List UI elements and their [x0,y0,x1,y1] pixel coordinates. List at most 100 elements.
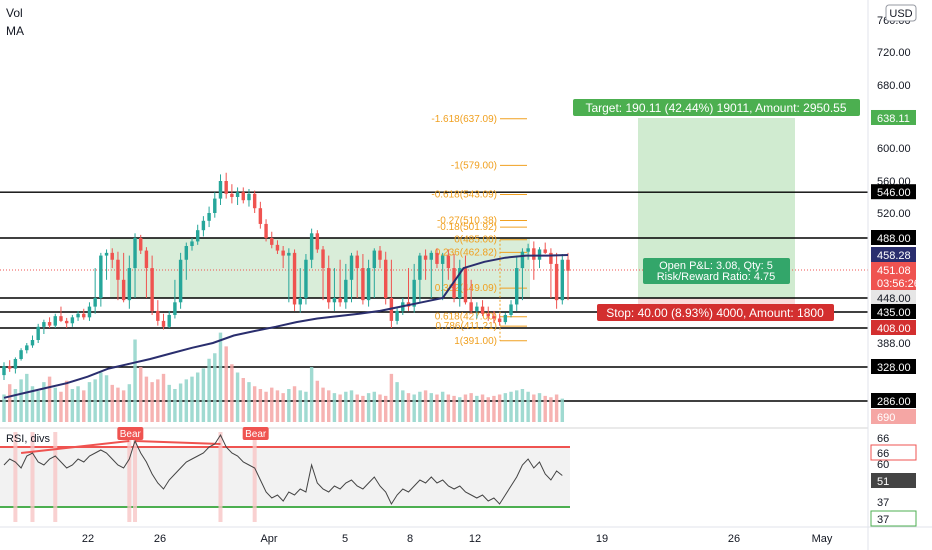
rsi-value-badge-box [871,473,916,488]
volume-bar [264,391,268,422]
candle-body [53,316,57,326]
volume-bar [161,373,166,422]
candle-body [167,314,171,327]
volume-bar [2,394,6,422]
volume-bar [70,389,75,422]
ma-legend[interactable]: MA [6,24,24,38]
candle-body [292,252,297,305]
volume-bar [224,346,228,422]
candle-body [509,304,513,315]
volume-bar [76,386,80,422]
volume-bar [475,395,479,422]
level-price-badge: 435.00 [871,304,916,319]
volume-bar [133,339,137,422]
candle-body [383,259,388,298]
candle-body [486,313,490,317]
volume-bar [270,387,274,422]
candle-body [418,255,422,280]
divergence-highlight [13,432,18,522]
entry-price-badge-box [871,290,916,305]
volume-bar [497,394,502,422]
volume-bar [492,395,496,422]
rsi-line [3,433,563,506]
volume-bar [64,380,69,422]
volume-bar [372,391,377,422]
loss-zone [638,298,795,305]
price-axis[interactable]: 760.00720.00680.00600.00560.00520.00388.… [867,0,932,550]
candle-body [537,249,542,260]
long-position-tool[interactable]: Target: 190.11 (42.44%) 19011, Amount: 2… [573,99,860,321]
fib-level-label: 0.786(411.21) [435,321,497,332]
candle-body [520,251,525,269]
divergence-highlight [30,432,35,522]
time-tick-label: 26 [154,533,166,545]
volume-bar [520,389,525,422]
candle-body [235,192,240,197]
candle-body [150,268,154,311]
divergence-highlight [218,432,223,522]
volume-bar [93,379,97,422]
volume-bars [2,332,565,422]
bear-marker: Bear [117,427,144,440]
time-tick-label: Apr [260,533,277,545]
candle-body [252,193,257,209]
price-tick-label: 520.00 [877,208,911,220]
candle-body [566,259,570,271]
candle-body [355,255,359,269]
candle-body [230,193,234,197]
candle-body [298,298,302,305]
volume-bar [13,389,18,422]
bear-label: Bear [245,429,267,440]
candle-body [173,302,177,315]
divergence-highlight [252,432,257,522]
candle-body [70,317,75,324]
volume-bar [423,390,428,422]
volume-bar [241,378,245,422]
countdown-badge-box [871,275,916,290]
candle-body [423,255,428,260]
volume-bar [110,384,114,422]
candle-body [30,340,35,346]
volume-bar [292,386,297,422]
volume-bar [82,390,86,422]
volume-bar [173,389,177,422]
target-box [573,99,860,116]
candle-body [156,310,160,321]
volume-legend[interactable]: Vol [6,6,23,20]
candle-body [469,302,473,311]
rsi-pane[interactable]: RSI, divs Bear Bear [0,427,932,522]
stop-price-badge: 408.00 [871,320,916,335]
candle-body [42,322,46,327]
candle-body [338,298,342,303]
volume-bar [230,364,234,422]
target-price-badge-text: 638.11 [877,113,910,125]
fib-level-label: -0.27(510.38) [437,216,497,227]
bear-badge [117,427,144,440]
volume-bar [378,394,382,422]
fib-level-label: -1.618(637.09) [431,114,497,125]
time-axis[interactable]: 22 26 Apr 5 8 12 19 26 May [0,526,932,545]
candlestick-series[interactable] [2,172,570,380]
volume-bar [412,394,416,422]
price-tick-label: 600.00 [877,143,911,155]
currency-text: USD [889,8,912,20]
level-price-badge-box [871,184,916,200]
volume-bar [332,393,337,422]
volume-bar [201,368,206,422]
volume-bar [139,367,143,422]
volume-bar [549,397,553,422]
volume-bar [36,391,40,422]
volume-bar [526,391,530,422]
volume-bar [446,394,451,422]
candle-body [87,306,92,318]
volume-bar [480,394,485,422]
candle-body [549,252,553,264]
volume-bar [355,394,359,422]
candle-body [258,208,263,224]
rsi-upper-badge: 66 [870,444,917,461]
candle-body [110,252,114,260]
ma-price-badge-text: 458.28 [877,250,911,262]
volume-bar [361,395,365,422]
candle-body [64,320,69,324]
